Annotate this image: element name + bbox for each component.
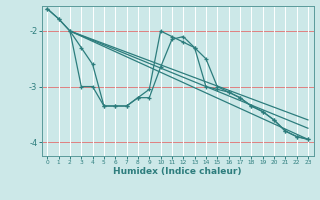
- X-axis label: Humidex (Indice chaleur): Humidex (Indice chaleur): [113, 167, 242, 176]
